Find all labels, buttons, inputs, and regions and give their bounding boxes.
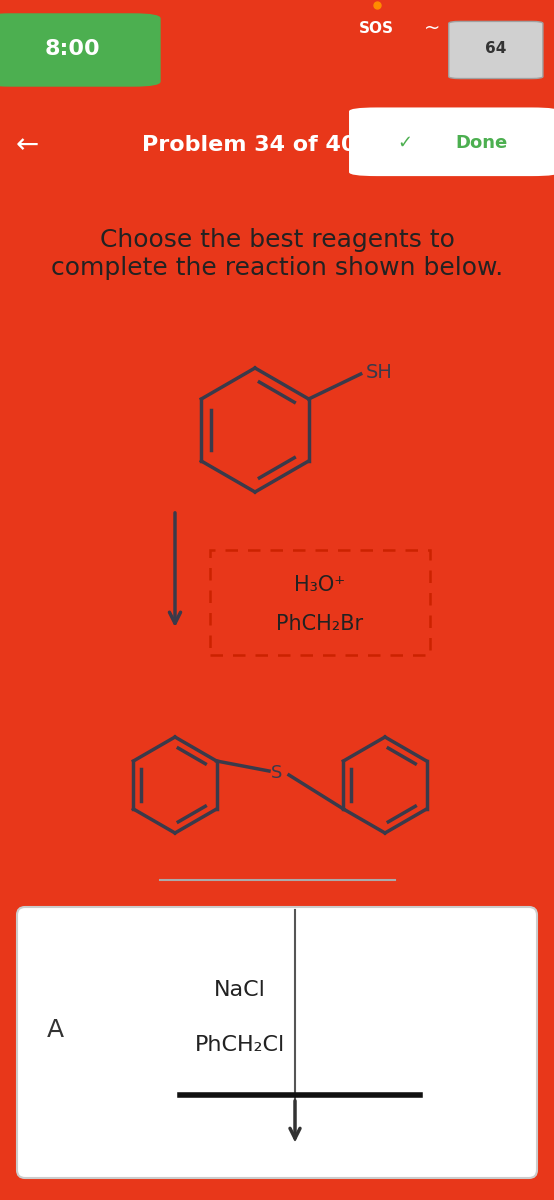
FancyBboxPatch shape [0,13,161,86]
Text: H₃O⁺: H₃O⁺ [294,575,346,595]
Bar [210,550,430,655]
Text: Choose the best reagents to: Choose the best reagents to [100,228,454,252]
Text: 8:00: 8:00 [44,38,100,59]
Text: Done: Done [456,133,508,151]
Text: PhCH₂Br: PhCH₂Br [276,613,363,634]
Text: complete the reaction shown below.: complete the reaction shown below. [51,256,503,280]
Text: S: S [271,764,283,782]
Text: 64: 64 [485,42,506,56]
FancyBboxPatch shape [349,108,554,176]
Text: Problem 34 of 40: Problem 34 of 40 [142,134,357,155]
Text: PhCH₂Cl: PhCH₂Cl [195,1034,285,1055]
Text: ←: ← [16,131,39,158]
Text: A: A [47,1018,64,1042]
Text: SOS: SOS [359,22,394,36]
Text: NaCl: NaCl [214,980,266,1000]
Text: ~: ~ [424,19,440,38]
Text: ✓: ✓ [397,133,412,151]
Text: SH: SH [366,362,393,382]
FancyBboxPatch shape [17,907,537,1178]
FancyBboxPatch shape [449,22,543,78]
